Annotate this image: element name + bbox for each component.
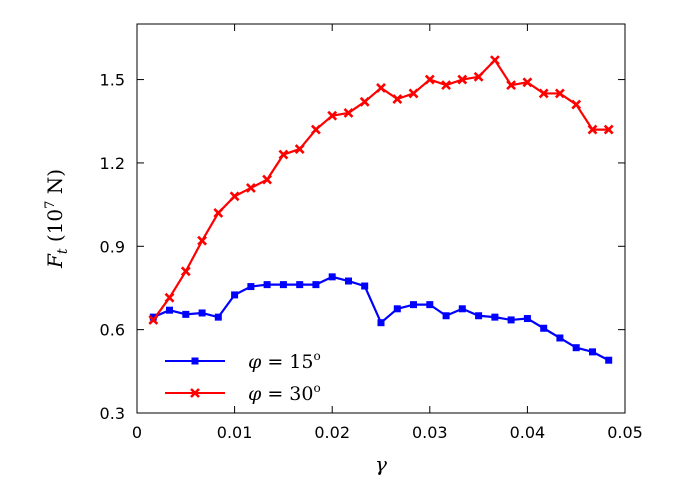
data-point xyxy=(410,301,418,309)
data-point xyxy=(408,88,419,99)
x-tick-label: 0.02 xyxy=(314,423,350,442)
data-point xyxy=(213,208,224,218)
data-point xyxy=(424,74,435,85)
legend-label-phi-15: φ = 15o xyxy=(248,349,321,373)
data-point xyxy=(491,313,499,321)
data-point xyxy=(231,291,239,299)
y-tick-label: 0.3 xyxy=(100,404,125,423)
series-layer xyxy=(148,55,614,364)
x-tick-label: 0.03 xyxy=(412,423,448,442)
data-point xyxy=(538,88,549,99)
data-point xyxy=(426,301,434,309)
series-phi-15 xyxy=(149,273,613,364)
data-point xyxy=(198,309,206,317)
data-point xyxy=(197,235,208,246)
y-tick-label: 0.6 xyxy=(100,321,125,340)
data-point xyxy=(603,124,614,135)
data-point xyxy=(166,306,174,314)
data-point xyxy=(571,99,582,110)
legend-marker-phi-30 xyxy=(190,388,200,398)
data-point xyxy=(343,107,354,118)
x-tick-label: 0.01 xyxy=(217,423,253,442)
data-point xyxy=(214,313,222,321)
data-point xyxy=(359,96,370,107)
y-tick-label: 1.5 xyxy=(100,71,125,90)
x-axis-label: γ xyxy=(375,452,387,476)
data-point xyxy=(377,319,385,327)
data-point xyxy=(393,305,401,313)
x-tick-label: 0 xyxy=(132,423,142,442)
data-point xyxy=(310,124,321,135)
data-point xyxy=(507,316,515,324)
x-tick-label: 0.04 xyxy=(510,423,546,442)
data-point xyxy=(294,144,305,154)
data-point xyxy=(392,94,403,104)
data-point xyxy=(180,266,191,277)
y-tick-label: 1.2 xyxy=(100,154,125,173)
data-point xyxy=(327,110,338,121)
data-point xyxy=(376,82,386,93)
data-point xyxy=(229,191,240,202)
data-point xyxy=(572,344,580,352)
data-point xyxy=(262,174,273,185)
data-point xyxy=(473,71,484,82)
legend-marker-phi-15 xyxy=(191,357,199,365)
data-point xyxy=(245,183,256,193)
legend-entry-phi-15: φ = 15o xyxy=(165,349,321,373)
legend-label-phi-30: φ = 30o xyxy=(248,381,321,405)
data-point xyxy=(458,305,466,313)
data-point xyxy=(182,310,190,318)
data-point xyxy=(605,356,613,364)
data-point xyxy=(489,55,500,66)
data-point xyxy=(556,334,564,342)
plot-frame xyxy=(136,23,626,414)
legend-entry-phi-30: φ = 30o xyxy=(165,381,321,405)
legend-marker-point xyxy=(190,388,200,398)
y-axis-label: Ft (107 N) xyxy=(43,169,71,269)
y-tick-label: 0.9 xyxy=(100,237,125,256)
series-line xyxy=(152,59,609,321)
data-point xyxy=(522,77,533,88)
data-point xyxy=(279,281,287,289)
data-point xyxy=(506,80,517,91)
data-point xyxy=(475,312,483,320)
data-point xyxy=(442,312,450,320)
data-point xyxy=(361,282,369,290)
data-point xyxy=(148,314,159,325)
data-point xyxy=(344,277,352,285)
data-point xyxy=(164,292,175,303)
legend-marker-point xyxy=(191,357,199,365)
data-point xyxy=(278,149,289,160)
ticks-layer: 0 0.01 0.02 0.03 0.04 0.05 0.3 0.6 0.9 1.2 1.5 xyxy=(100,24,643,442)
legend: φ = 15o φ = 30o xyxy=(165,349,321,405)
data-point xyxy=(328,273,336,281)
data-point xyxy=(554,88,565,99)
data-point xyxy=(587,124,598,135)
data-point xyxy=(149,313,157,321)
data-point xyxy=(263,281,271,289)
data-point xyxy=(247,283,255,291)
data-point xyxy=(296,281,304,289)
series-phi-30 xyxy=(148,55,614,325)
data-point xyxy=(588,348,596,356)
data-point xyxy=(312,281,320,289)
data-point xyxy=(540,324,548,332)
x-tick-label: 0.05 xyxy=(607,423,643,442)
data-point xyxy=(523,315,531,323)
data-point xyxy=(441,80,452,91)
data-point xyxy=(457,74,468,85)
